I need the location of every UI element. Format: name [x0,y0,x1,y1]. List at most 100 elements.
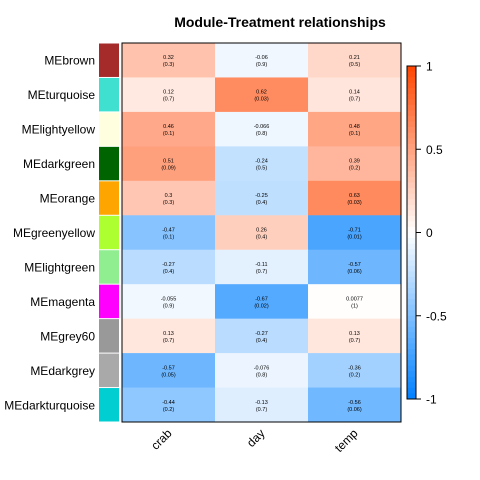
cell-pvalue-label: (0.7) [163,338,174,344]
heatmap-cell [308,318,402,354]
colorbar-tick-label: -0.5 [426,309,447,323]
cell-pvalue-label: (0.4) [163,269,174,275]
colorbar-segment [407,143,416,150]
cell-pvalue-label: (0.7) [256,269,267,275]
cell-correlation-label: 0.46 [163,124,174,130]
row-label: MEturquoise [28,88,96,102]
heatmap-cell [122,249,216,285]
column-label: crab [148,426,175,453]
cell-pvalue-label: (0.09) [161,166,176,172]
colorbar-segment [407,199,416,206]
heatmap-cell [215,249,309,285]
heatmap-cell [215,284,309,320]
cell-pvalue-label: (0.4) [256,200,267,206]
colorbar-segment [407,254,416,261]
cell-correlation-label: 0.32 [163,55,174,61]
cell-correlation-label: 0.13 [349,331,360,337]
column-label: day [244,426,268,450]
cell-pvalue-label: (0.9) [163,303,174,309]
colorbar-segment [407,193,416,200]
row-label: MElightyellow [22,123,96,137]
row-label: MEdarkgrey [30,364,95,378]
colorbar-segment [407,115,416,122]
heatmap-cell [122,180,216,216]
row-color-swatch [99,112,119,146]
cell-pvalue-label: (0.4) [256,235,267,241]
cell-pvalue-label: (0.3) [163,200,174,206]
cell-correlation-label: -0.076 [254,365,270,371]
heatmap-cell [215,387,309,423]
heatmap-cell [215,353,309,389]
colorbar-segment [407,265,416,272]
cell-pvalue-label: (0.2) [349,372,360,378]
colorbar-segment [407,387,416,394]
colorbar-segment [407,337,416,344]
cell-correlation-label: -0.36 [348,365,361,371]
cell-pvalue-label: (0.7) [349,338,360,344]
colorbar-segment [407,332,416,339]
cell-correlation-label: 0.13 [163,331,174,337]
colorbar-segment [407,188,416,195]
cell-pvalue-label: (0.06) [347,269,362,275]
heatmap-cell [215,111,309,147]
cell-correlation-label: -0.57 [162,365,175,371]
cell-pvalue-label: (0.3) [163,62,174,68]
cell-pvalue-label: (0.03) [347,200,362,206]
cell-correlation-label: 0.21 [349,55,360,61]
cell-pvalue-label: (0.06) [347,407,362,413]
colorbar-segment [407,149,416,156]
heatmap-cell [215,180,309,216]
cell-correlation-label: -0.06 [255,55,268,61]
colorbar-segment [407,371,416,378]
heatmap-cell [215,146,309,182]
colorbar-segment [407,354,416,361]
row-label: MEbrown [44,54,95,68]
row-labels: MEbrown MEturquoise MElightyellow MEdarkgre… [4,54,95,413]
colorbar-segment [407,360,416,367]
colorbar-segment [407,177,416,183]
heatmap-cell [122,43,216,78]
colorbar-segment [407,127,416,133]
colorbar-segment [407,321,416,328]
row-label: MEgrey60 [40,329,95,343]
colorbar-segment [407,93,416,100]
colorbar: -1 -0.5 0 0.5 1 [406,60,447,407]
colorbar-tick-label: 0.5 [426,143,443,157]
colorbar-tick-label: 1 [426,60,433,74]
colorbar-segment [407,238,416,244]
colorbar-tick-label: -1 [426,393,437,407]
row-label: MEdarkturquoise [4,398,95,412]
cell-correlation-label: 0.39 [349,159,360,165]
heatmap-cell [308,180,402,216]
row-color-swatch [99,146,119,181]
cell-correlation-label: -0.44 [162,400,175,406]
heatmap-cell [122,146,216,182]
heatmap-cell [308,215,402,251]
cell-pvalue-label: (0.03) [254,97,269,103]
cell-correlation-label: 0.63 [349,193,360,199]
heatmap-cell [215,43,309,78]
row-color-swatches [99,43,119,422]
cell-pvalue-label: (0.5) [349,62,360,68]
cell-correlation-label: -0.055 [161,296,177,302]
cell-pvalue-label: (0.9) [256,62,267,68]
colorbar-segment [407,271,416,278]
cell-pvalue-label: (0.1) [163,131,174,137]
cell-pvalue-label: (0.8) [256,372,267,378]
colorbar-segment [407,288,416,294]
row-color-swatch [99,77,119,112]
cell-correlation-label: 0.14 [349,90,360,96]
row-label: MElightgreen [24,260,95,274]
cell-pvalue-label: (0.8) [256,131,267,137]
heatmap-cell [308,249,402,285]
cell-correlation-label: -0.27 [255,331,268,337]
colorbar-segment [407,260,416,267]
colorbar-segment [407,110,416,117]
heatmap-cell [308,284,402,320]
cell-correlation-label: 0.12 [163,90,174,96]
colorbar-segment [407,88,416,95]
colorbar-segment [407,393,416,400]
cell-pvalue-label: (0.01) [347,235,362,241]
cell-correlation-label: -0.24 [255,159,268,165]
heatmap-cell [308,146,402,182]
